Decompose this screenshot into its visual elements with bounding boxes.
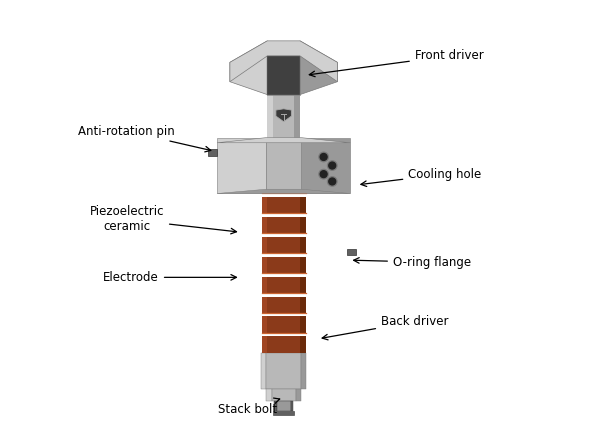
- Text: Piezoelectric
ceramic: Piezoelectric ceramic: [90, 205, 236, 234]
- Polygon shape: [230, 41, 338, 82]
- Polygon shape: [267, 389, 271, 401]
- Polygon shape: [300, 336, 305, 353]
- Polygon shape: [347, 249, 356, 255]
- Polygon shape: [267, 237, 300, 253]
- Circle shape: [327, 161, 337, 170]
- Polygon shape: [267, 276, 300, 293]
- Text: O-ring flange: O-ring flange: [354, 256, 471, 269]
- Polygon shape: [217, 138, 267, 194]
- Polygon shape: [300, 217, 305, 233]
- Circle shape: [320, 154, 327, 160]
- Polygon shape: [273, 411, 294, 415]
- Polygon shape: [262, 217, 267, 233]
- Text: Front driver: Front driver: [309, 49, 484, 77]
- Polygon shape: [300, 41, 338, 95]
- Polygon shape: [267, 257, 300, 273]
- Circle shape: [319, 152, 328, 162]
- Text: Anti-rotation pin: Anti-rotation pin: [78, 125, 211, 152]
- Text: Stack bolt: Stack bolt: [218, 398, 280, 416]
- Circle shape: [320, 171, 327, 178]
- Polygon shape: [267, 41, 300, 95]
- Polygon shape: [274, 401, 277, 411]
- Polygon shape: [300, 316, 305, 333]
- Polygon shape: [267, 297, 300, 313]
- Text: Electrode: Electrode: [103, 271, 236, 284]
- Circle shape: [329, 178, 336, 185]
- Circle shape: [319, 169, 328, 179]
- Polygon shape: [290, 401, 293, 411]
- Polygon shape: [262, 297, 267, 313]
- Polygon shape: [296, 389, 301, 401]
- Polygon shape: [267, 197, 300, 213]
- Text: Cooling hole: Cooling hole: [361, 168, 482, 187]
- Polygon shape: [262, 257, 267, 273]
- Polygon shape: [277, 401, 290, 411]
- Polygon shape: [262, 336, 267, 353]
- Polygon shape: [267, 56, 300, 95]
- Polygon shape: [267, 41, 273, 138]
- Polygon shape: [276, 109, 291, 122]
- Polygon shape: [267, 217, 300, 233]
- Polygon shape: [262, 237, 267, 253]
- Polygon shape: [261, 353, 267, 389]
- Polygon shape: [301, 138, 350, 194]
- Polygon shape: [300, 197, 305, 213]
- Polygon shape: [267, 336, 300, 353]
- Circle shape: [329, 162, 336, 169]
- Polygon shape: [300, 237, 305, 253]
- Polygon shape: [217, 189, 350, 194]
- Polygon shape: [267, 138, 301, 194]
- Polygon shape: [300, 297, 305, 313]
- Polygon shape: [267, 316, 300, 333]
- Polygon shape: [262, 316, 267, 333]
- Polygon shape: [208, 149, 217, 156]
- Polygon shape: [271, 389, 296, 401]
- Polygon shape: [262, 197, 267, 213]
- Polygon shape: [273, 41, 295, 138]
- Polygon shape: [301, 353, 307, 389]
- Polygon shape: [267, 353, 301, 389]
- Polygon shape: [300, 257, 305, 273]
- Polygon shape: [262, 276, 267, 293]
- Circle shape: [327, 177, 337, 186]
- Text: Back driver: Back driver: [322, 315, 448, 340]
- Polygon shape: [295, 41, 300, 138]
- Polygon shape: [300, 276, 305, 293]
- Polygon shape: [230, 41, 267, 95]
- Polygon shape: [217, 138, 350, 143]
